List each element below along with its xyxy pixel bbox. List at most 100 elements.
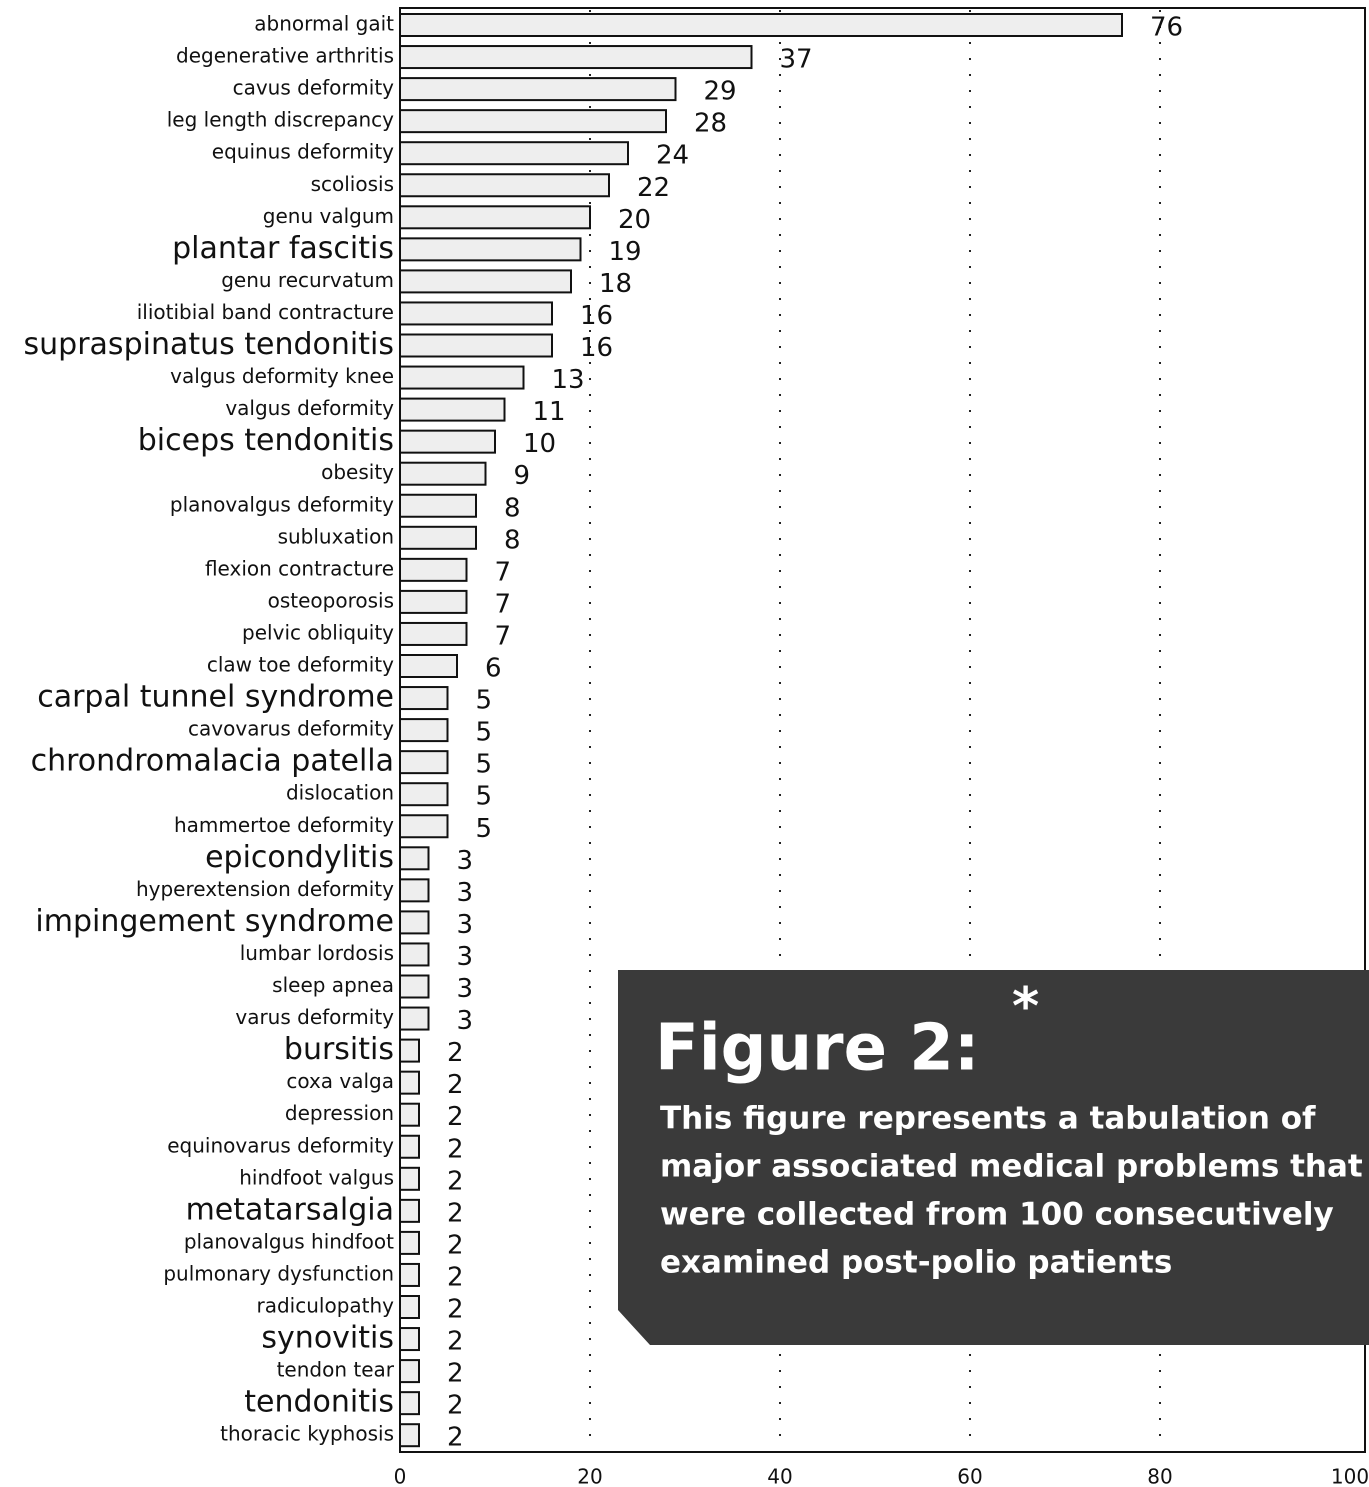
y-tick-label: scoliosis	[311, 172, 394, 196]
y-tick-label: depression	[285, 1101, 394, 1125]
value-label: 9	[514, 461, 531, 491]
bar	[399, 205, 591, 230]
y-tick-label: hyperextension deformity	[136, 877, 394, 901]
bar	[399, 1230, 420, 1255]
bar	[399, 1391, 420, 1416]
value-label: 5	[476, 782, 493, 812]
bar	[399, 333, 553, 358]
bar	[399, 237, 582, 262]
bar	[399, 301, 553, 326]
bar	[399, 493, 477, 518]
x-tick-label: 100	[1331, 1465, 1369, 1487]
y-tick-label: bursitis	[284, 1032, 394, 1067]
y-tick-label: hindfoot valgus	[239, 1165, 394, 1189]
value-label: 16	[580, 301, 613, 331]
value-label: 76	[1150, 13, 1183, 43]
y-tick-label: planovalgus hindfoot	[184, 1229, 394, 1253]
bar	[399, 621, 468, 646]
value-label: 5	[476, 686, 493, 716]
value-label: 2	[447, 1038, 464, 1068]
value-label: 37	[780, 45, 813, 75]
bar	[399, 1359, 420, 1384]
value-label: 29	[704, 77, 737, 107]
y-tick-label: metatarsalgia	[186, 1192, 394, 1227]
bar	[399, 429, 496, 454]
value-label: 7	[495, 621, 512, 651]
y-tick-label: subluxation	[278, 524, 394, 548]
bar	[399, 1006, 430, 1031]
value-label: 3	[457, 942, 474, 972]
y-tick-label: abnormal gait	[254, 12, 394, 36]
bar	[399, 654, 458, 678]
annotation-line: This figure represents a tabulation of	[660, 1101, 1316, 1137]
bar	[399, 1038, 420, 1063]
y-tick-label: varus deformity	[235, 1005, 394, 1029]
annotation-box	[618, 970, 1369, 1345]
annotation-title: Figure 2:	[655, 1012, 979, 1086]
bar	[399, 589, 468, 614]
value-label: 2	[447, 1198, 464, 1228]
annotation-line: examined post-polio patients	[660, 1245, 1172, 1281]
y-tick-label: flexion contracture	[205, 556, 394, 580]
value-label: 18	[599, 269, 632, 299]
y-tick-label: tendonitis	[244, 1385, 394, 1420]
y-tick-label: tendon tear	[277, 1358, 395, 1382]
y-tick-label: claw toe deformity	[207, 653, 394, 677]
y-tick-label: osteoporosis	[268, 588, 394, 612]
y-tick-label: plantar fascitis	[172, 231, 394, 266]
y-tick-label: genu recurvatum	[221, 268, 394, 292]
y-tick-label: pulmonary dysfunction	[163, 1261, 394, 1285]
y-tick-label: impingement syndrome	[35, 904, 394, 939]
bar	[399, 846, 430, 871]
bar	[399, 365, 525, 390]
value-label: 28	[694, 109, 727, 139]
y-tick-label: equinus deformity	[212, 140, 394, 164]
y-tick-label: biceps tendonitis	[138, 423, 394, 458]
bar	[399, 45, 753, 70]
value-label: 2	[447, 1134, 464, 1164]
y-tick-label: leg length discrepancy	[167, 108, 394, 132]
value-label: 5	[476, 718, 493, 748]
y-tick-label: valgus deformity	[225, 396, 394, 420]
value-label: 16	[580, 333, 613, 363]
bar	[399, 1070, 420, 1095]
y-tick-label: cavovarus deformity	[188, 717, 394, 741]
x-tick-label: 40	[767, 1465, 792, 1487]
value-label: 7	[495, 589, 512, 619]
value-label: 22	[637, 173, 670, 203]
y-tick-label: iliotibial band contracture	[137, 300, 394, 324]
annotation-line: were collected from 100 consecutively	[660, 1197, 1334, 1233]
value-label: 2	[447, 1295, 464, 1325]
value-label: 13	[552, 365, 585, 395]
value-label: 3	[457, 1006, 474, 1036]
annotation: Figure 2: * This figure represents a tab…	[618, 970, 1369, 1345]
value-label: 6	[485, 654, 502, 684]
value-label: 3	[457, 910, 474, 940]
y-tick-label: cavus deformity	[233, 76, 395, 100]
bar	[399, 1295, 420, 1319]
y-tick-label: supraspinatus tendonitis	[24, 327, 394, 362]
bar	[399, 910, 430, 935]
bar	[399, 878, 430, 903]
bar	[399, 1198, 420, 1223]
value-label: 3	[457, 846, 474, 876]
bar	[399, 1327, 420, 1352]
y-tick-label: coxa valga	[286, 1069, 394, 1093]
value-label: 2	[447, 1327, 464, 1357]
x-tick-label: 0	[394, 1465, 407, 1487]
y-tick-label: genu valgum	[263, 204, 394, 228]
y-tick-label: hammertoe deformity	[174, 813, 394, 837]
y-tick-label: radiculopathy	[257, 1294, 395, 1318]
value-label: 10	[523, 429, 556, 459]
bar	[399, 109, 667, 134]
bar	[399, 942, 430, 967]
value-label: 2	[447, 1070, 464, 1100]
y-tick-label: lumbar lordosis	[240, 941, 394, 965]
y-tick-label: carpal tunnel syndrome	[37, 680, 394, 715]
value-label: 5	[476, 750, 493, 780]
value-label: 24	[656, 141, 689, 171]
bar	[399, 461, 487, 486]
bar	[399, 686, 449, 711]
y-tick-label: obesity	[321, 460, 394, 484]
